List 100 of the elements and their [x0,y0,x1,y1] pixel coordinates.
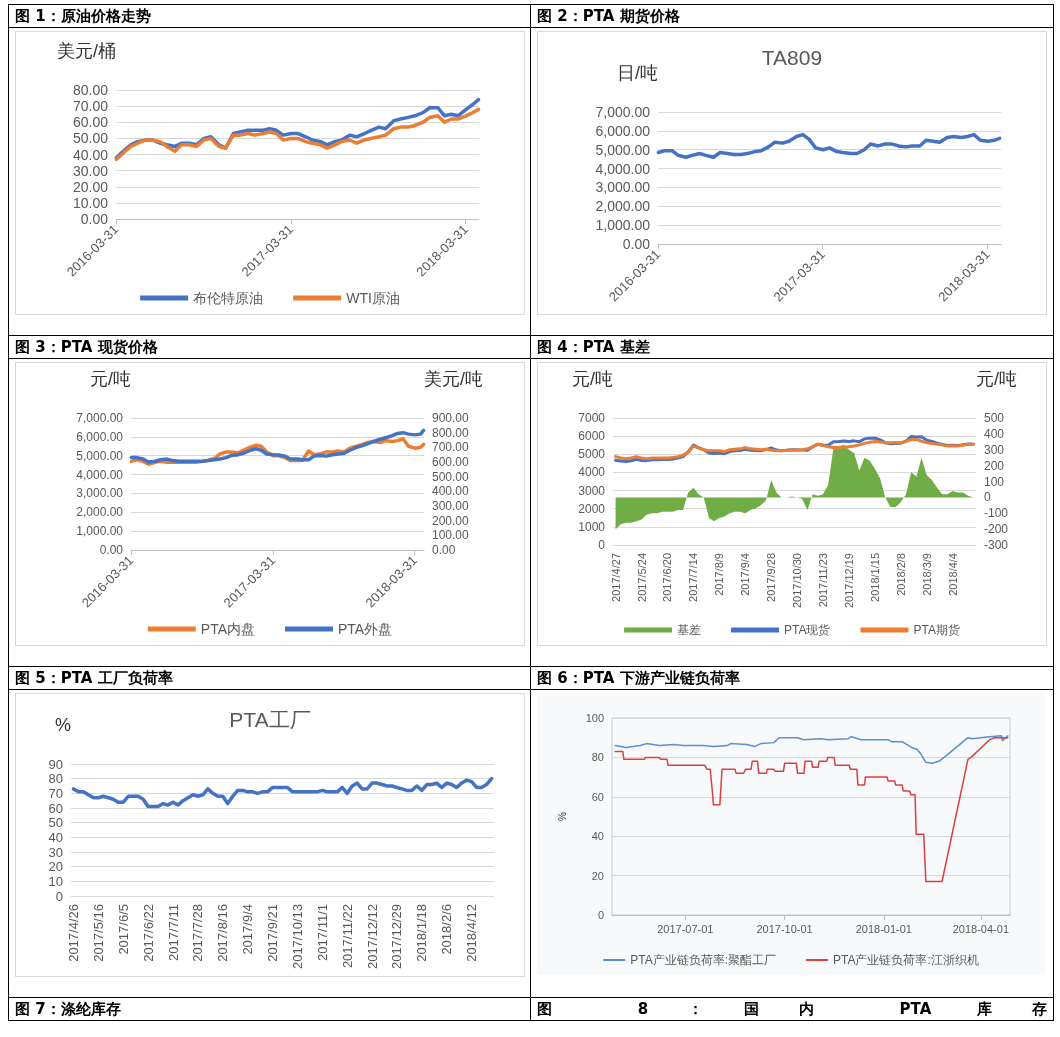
y-axis-title: 美元/桶 [56,41,116,61]
x-tick-label: 2018/4/12 [464,904,480,962]
x-tick-label: 2017/11/23 [817,553,830,608]
y-tick-label: 20 [591,869,604,882]
y-tick-label: 40.00 [72,146,109,163]
y-tick-label: 2,000.00 [76,505,124,520]
chart-title: 图 6：PTA 下游产业链负荷率 [531,667,1053,690]
y-tick-label: 3000 [578,483,606,498]
y-tick-label: 80.00 [72,82,109,98]
y2-tick-label: 700.00 [432,440,470,455]
x-tick-label: 2018/2/6 [439,904,455,955]
y-axis-title: 元/吨 [89,369,131,389]
x-tick-label: 2017/10/30 [791,553,804,609]
x-tick-label: 2017-07-01 [657,922,714,935]
legend-label: PTA期货 [913,623,960,637]
x-tick-label: 2017/9/21 [265,904,281,962]
y-tick-label: 60 [591,790,604,803]
y-tick-label: 20.00 [72,178,109,195]
y-tick-label: 50.00 [72,130,109,147]
y2-tick-label: 500 [984,411,1005,425]
y2-tick-label: -100 [984,506,1009,521]
text: 图 8：国内 PTA 库存 [531,998,1053,1020]
x-tick-label: 2018-04-01 [952,922,1010,935]
y-tick-label: 7000 [578,411,606,425]
y-tick-label: 7,000.00 [595,104,651,120]
x-tick-label: 2017/5/16 [90,904,106,962]
y-tick-label: 6,000.00 [595,122,651,139]
y-tick-label: 2,000.00 [595,198,651,215]
x-tick-label: 2018/3/9 [920,553,933,596]
x-tick-label: 2018/4/4 [946,553,959,596]
chart-title: 图 4：PTA 基差 [531,336,1053,359]
y-tick-label: 1,000.00 [595,217,651,234]
legend-label: PTA现货 [784,623,831,637]
y-tick-label: 80 [591,751,604,764]
chart-title: 图 2：PTA 期货价格 [531,5,1053,28]
y-tick-label: 60 [48,800,63,816]
y-tick-label: 30.00 [72,162,109,179]
x-tick-label: 2017/12/19 [842,553,855,609]
y-tick-label: 1,000.00 [76,524,124,539]
y-axis-title: % [556,811,568,821]
x-tick-label: 2018/1/18 [414,904,430,962]
chart-title: 图 3：PTA 现货价格 [9,336,530,359]
legend-label: PTA产业链负荷率:江浙织机 [833,953,979,967]
x-tick-label: 2017/9/4 [240,904,256,955]
x-tick-label: 2017/9/4 [739,553,752,596]
y-axis-title: 日/吨 [616,63,658,83]
y2-tick-label: 500.00 [432,469,470,484]
y2-tick-label: 800.00 [432,425,470,440]
y2-tick-label: 200.00 [432,513,470,528]
y-tick-label: 4,000.00 [76,467,124,482]
x-tick-label: 2017/7/14 [687,553,700,602]
y-tick-label: 100 [585,712,604,724]
y-tick-label: 0 [598,538,606,552]
text: 图 7：涤纶库存 [9,998,530,1020]
y-tick-label: 40 [591,830,604,843]
y-tick-label: 0.00 [622,236,651,252]
y-tick-label: 10 [48,873,63,889]
y-tick-label: 2000 [578,501,606,516]
y-tick-label: 5,000.00 [595,141,651,158]
y-tick-label: 50 [48,815,63,831]
x-tick-label: 2017/5/24 [635,553,648,602]
x-tick-label: 2018/2/8 [894,553,907,596]
x-tick-label: 2017/4/26 [65,904,81,962]
chart-subtitle: TA809 [761,46,823,69]
y-tick-label: 10.00 [72,194,109,211]
x-tick-label: 2017/6/5 [115,904,131,955]
x-tick-label: 2017/12/29 [389,904,405,970]
x-tick-label: 2017/4/27 [609,553,622,602]
y-tick-label: 20 [48,859,63,875]
y-tick-label: 80 [48,771,63,787]
x-tick-label: 2017/12/12 [364,904,380,970]
x-tick-label: 2017/11/1 [314,904,330,961]
x-tick-label: 2018/1/15 [868,553,881,602]
x-tick-label: 2017/8/9 [713,553,726,596]
y-tick-label: 40 [48,829,63,845]
y-tick-label: 60.00 [72,114,109,131]
x-tick-label: 2018-01-01 [855,922,912,935]
y2-tick-label: 100 [984,474,1005,489]
y2-tick-label: 600.00 [432,455,470,469]
y2-tick-label: 0.00 [432,543,456,557]
y2-tick-label: 200 [984,458,1005,473]
y2-tick-label: 300 [984,442,1005,457]
chart-title: 图 5：PTA 工厂负荷率 [9,667,530,690]
y2-tick-label: -300 [984,538,1009,552]
y-tick-label: 6,000.00 [76,429,124,444]
x-tick-label: 2017/8/16 [215,904,231,962]
x-tick-label: 2017/6/20 [661,553,674,602]
y2-tick-label: -200 [984,522,1009,537]
y-axis-title: % [54,715,71,735]
chart-subtitle: PTA工厂 [229,708,311,731]
x-tick-label: 2017/6/22 [140,904,156,962]
y-tick-label: 5000 [578,447,606,462]
legend-label: PTA产业链负荷率:聚酯工厂 [630,953,776,967]
x-tick-label: 2017/7/28 [190,904,206,962]
x-tick-label: 2017/9/28 [765,553,778,602]
chart-title: 图 1：原油价格走势 [9,5,530,28]
x-tick-label: 2017/10/13 [289,904,305,970]
y2-tick-label: 100.00 [432,528,470,543]
y-tick-label: 6000 [578,429,606,444]
y-tick-label: 70.00 [72,98,109,115]
